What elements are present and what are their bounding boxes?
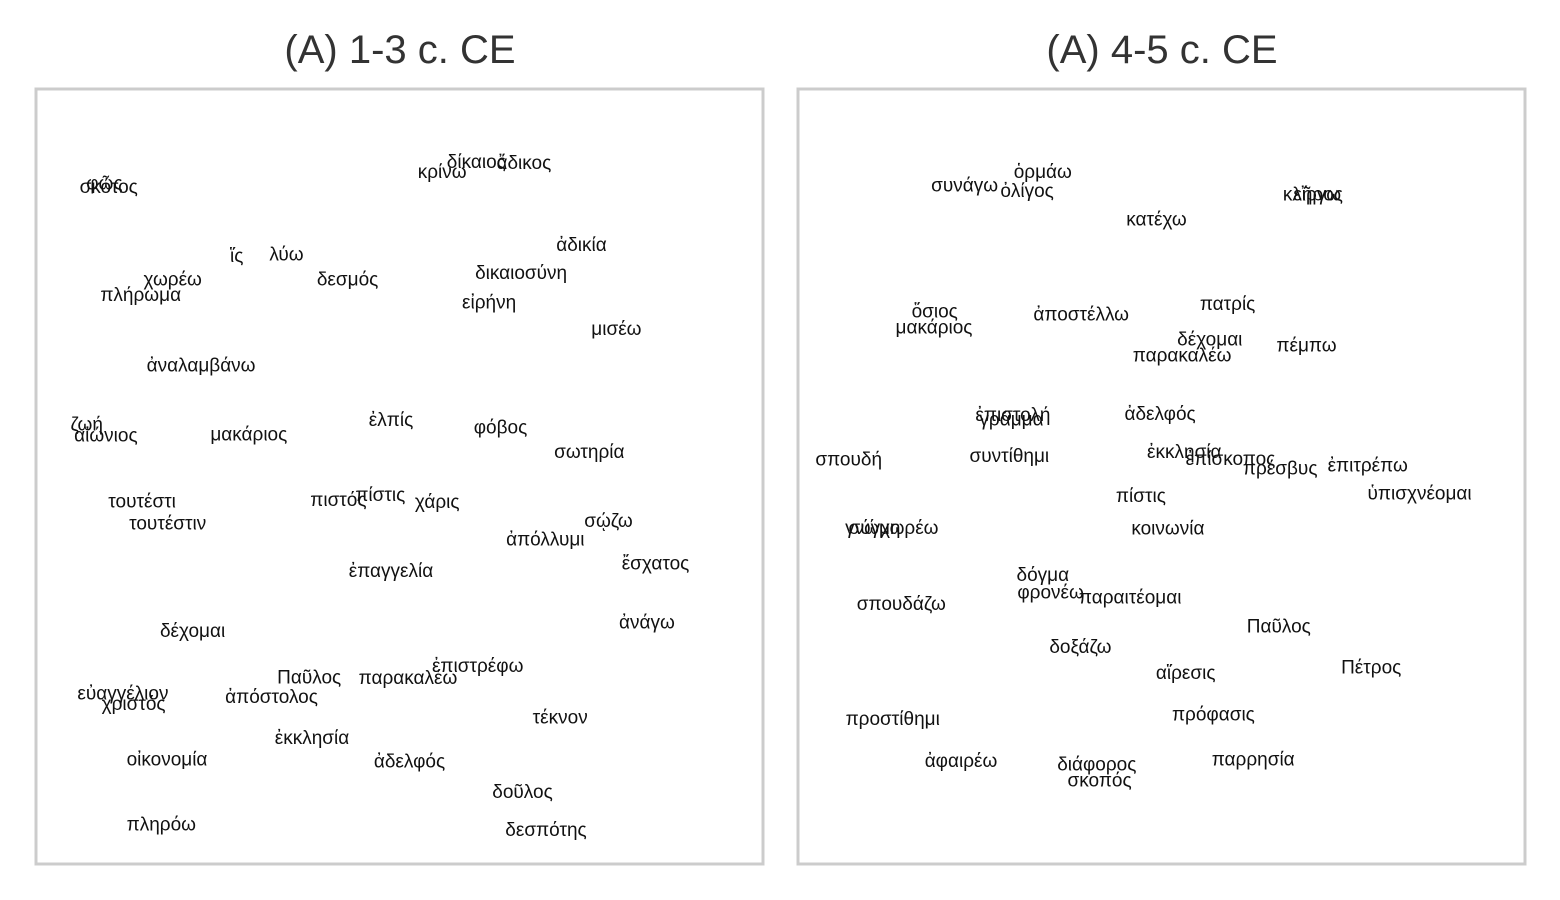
word-label-left: ἀπόλλυμι (506, 529, 584, 550)
word-label-right: δοξάζω (1049, 637, 1111, 658)
word-label-right: σκοπός (1068, 771, 1132, 792)
chart-title-left: (A) 1-3 c. CE (284, 28, 516, 72)
word-label-right: ἀποστέλλω (1033, 305, 1129, 326)
word-label-left: ἐκκλησία (275, 728, 349, 749)
word-label-left: πιστός (310, 490, 366, 511)
plot-frame-left (34, 87, 765, 866)
word-label-left: μισέω (591, 319, 641, 340)
word-label-left: μακάριος (210, 425, 287, 446)
word-label-left: Παῦλος (277, 667, 341, 688)
word-label-right: ὁρμάω (1014, 162, 1072, 183)
word-label-right: σπουδάζω (857, 594, 946, 615)
word-label-right: γράμμα (979, 409, 1043, 430)
word-label-left: πληρόω (127, 815, 197, 836)
word-label-right: διάφορος (1057, 755, 1136, 776)
word-label-right: πρόφασις (1172, 705, 1255, 726)
word-label-right: προστίθημι (846, 709, 940, 730)
word-label-left: ἔσχατος (622, 554, 690, 575)
word-label-left: ἀναλαμβάνω (147, 355, 256, 376)
word-label-left: ἵς (230, 246, 243, 267)
word-label-left: κρίνω (418, 162, 467, 183)
word-label-left: δοῦλος (492, 782, 552, 803)
word-label-left: χριστός (102, 694, 166, 715)
word-label-left: ἐπιστρέφω (432, 656, 524, 677)
word-label-left: ἀδελφός (374, 752, 445, 773)
word-label-left: φῶς (86, 173, 122, 194)
word-label-right: εἴργω (1293, 185, 1341, 206)
word-label-right: παραιτέομαι (1079, 588, 1182, 609)
word-label-left: δεσμός (317, 270, 378, 291)
word-label-right: ἀφαιρέω (925, 751, 998, 772)
word-label-right: πέμπω (1276, 336, 1336, 357)
word-label-left: φόβος (474, 418, 528, 439)
word-label-right: ἐπίσκοπος (1186, 449, 1276, 470)
word-label-right: δέχομαι (1177, 330, 1242, 351)
word-label-left: δέχομαι (160, 621, 225, 642)
word-label-left: τέκνον (533, 708, 588, 729)
word-label-left: τουτέστιν (129, 513, 206, 534)
word-label-left: εἰρήνη (462, 292, 516, 313)
word-label-left: πίστις (355, 485, 405, 506)
word-label-left: χάρις (415, 492, 460, 513)
word-label-left: οἰκονομία (127, 749, 208, 770)
word-label-left: σκότος (80, 177, 138, 198)
word-label-left: δικαιοσύνη (475, 263, 567, 284)
word-label-right: σύγχωρέω (848, 518, 938, 539)
word-label-right: κλῆρος (1283, 185, 1343, 206)
word-label-left: ἀδικία (556, 235, 607, 256)
word-label-left: δεσπότης (505, 820, 586, 841)
word-label-right: κατέχω (1126, 210, 1187, 231)
word-label-right: ὅσιος (912, 302, 958, 323)
word-label-right: αἵρεσις (1156, 663, 1216, 684)
word-label-right: παρακαλέω (1133, 346, 1232, 367)
word-label-right: γνώμη (845, 518, 900, 539)
word-label-left: λύω (269, 245, 303, 266)
word-label-right: Πέτρος (1341, 658, 1401, 679)
word-label-left: εὐαγγέλιον (77, 683, 168, 704)
word-label-left: σωτηρία (554, 442, 624, 463)
word-label-left: παρακαλέω (359, 668, 458, 689)
word-label-right: πρέσβυς (1243, 459, 1318, 480)
word-label-left: πλήρωμα (100, 285, 181, 306)
plot-frame-right (796, 87, 1527, 866)
word-label-right: ὀλίγος (1000, 181, 1054, 202)
word-label-right: μακάριος (896, 318, 973, 339)
word-label-right: συνάγω (931, 176, 998, 197)
word-label-right: σπουδή (815, 450, 882, 471)
word-label-right: ἐπιτρέπω (1328, 456, 1408, 477)
chart-title-right: (A) 4-5 c. CE (1046, 28, 1278, 72)
word-label-left: ζωή (70, 415, 103, 436)
word-label-right: πίστις (1116, 486, 1166, 507)
word-label-left: ἐπαγγελία (349, 561, 433, 582)
word-label-right: ἐπιστολή (975, 405, 1050, 426)
word-label-right: κοινωνία (1131, 519, 1204, 540)
word-label-left: ἐλπίς (369, 410, 413, 431)
word-label-right: ἐκκλησία (1147, 442, 1221, 463)
word-label-right: δόγμα (1017, 565, 1070, 586)
word-label-left: χωρέω (143, 270, 202, 291)
word-label-left: δίκαιος (447, 152, 506, 173)
word-label-right: ἀδελφός (1124, 404, 1195, 425)
word-label-left: ἀνάγω (619, 613, 675, 634)
word-label-right: Παῦλος (1247, 617, 1311, 638)
word-label-left: ἀπόστολος (225, 687, 318, 708)
word-label-left: αἰώνιος (74, 425, 138, 446)
word-label-right: παρρησία (1212, 749, 1295, 770)
word-label-left: σῴζω (584, 511, 633, 532)
word-label-left: ἄδικος (497, 153, 552, 174)
word-label-right: συντίθημι (969, 446, 1049, 467)
word-label-right: πατρίς (1200, 294, 1256, 315)
word-label-left: τουτέστι (108, 491, 176, 512)
word-label-right: φρονέω (1017, 582, 1084, 603)
word-label-right: ὑπισχνέομαι (1368, 484, 1472, 505)
